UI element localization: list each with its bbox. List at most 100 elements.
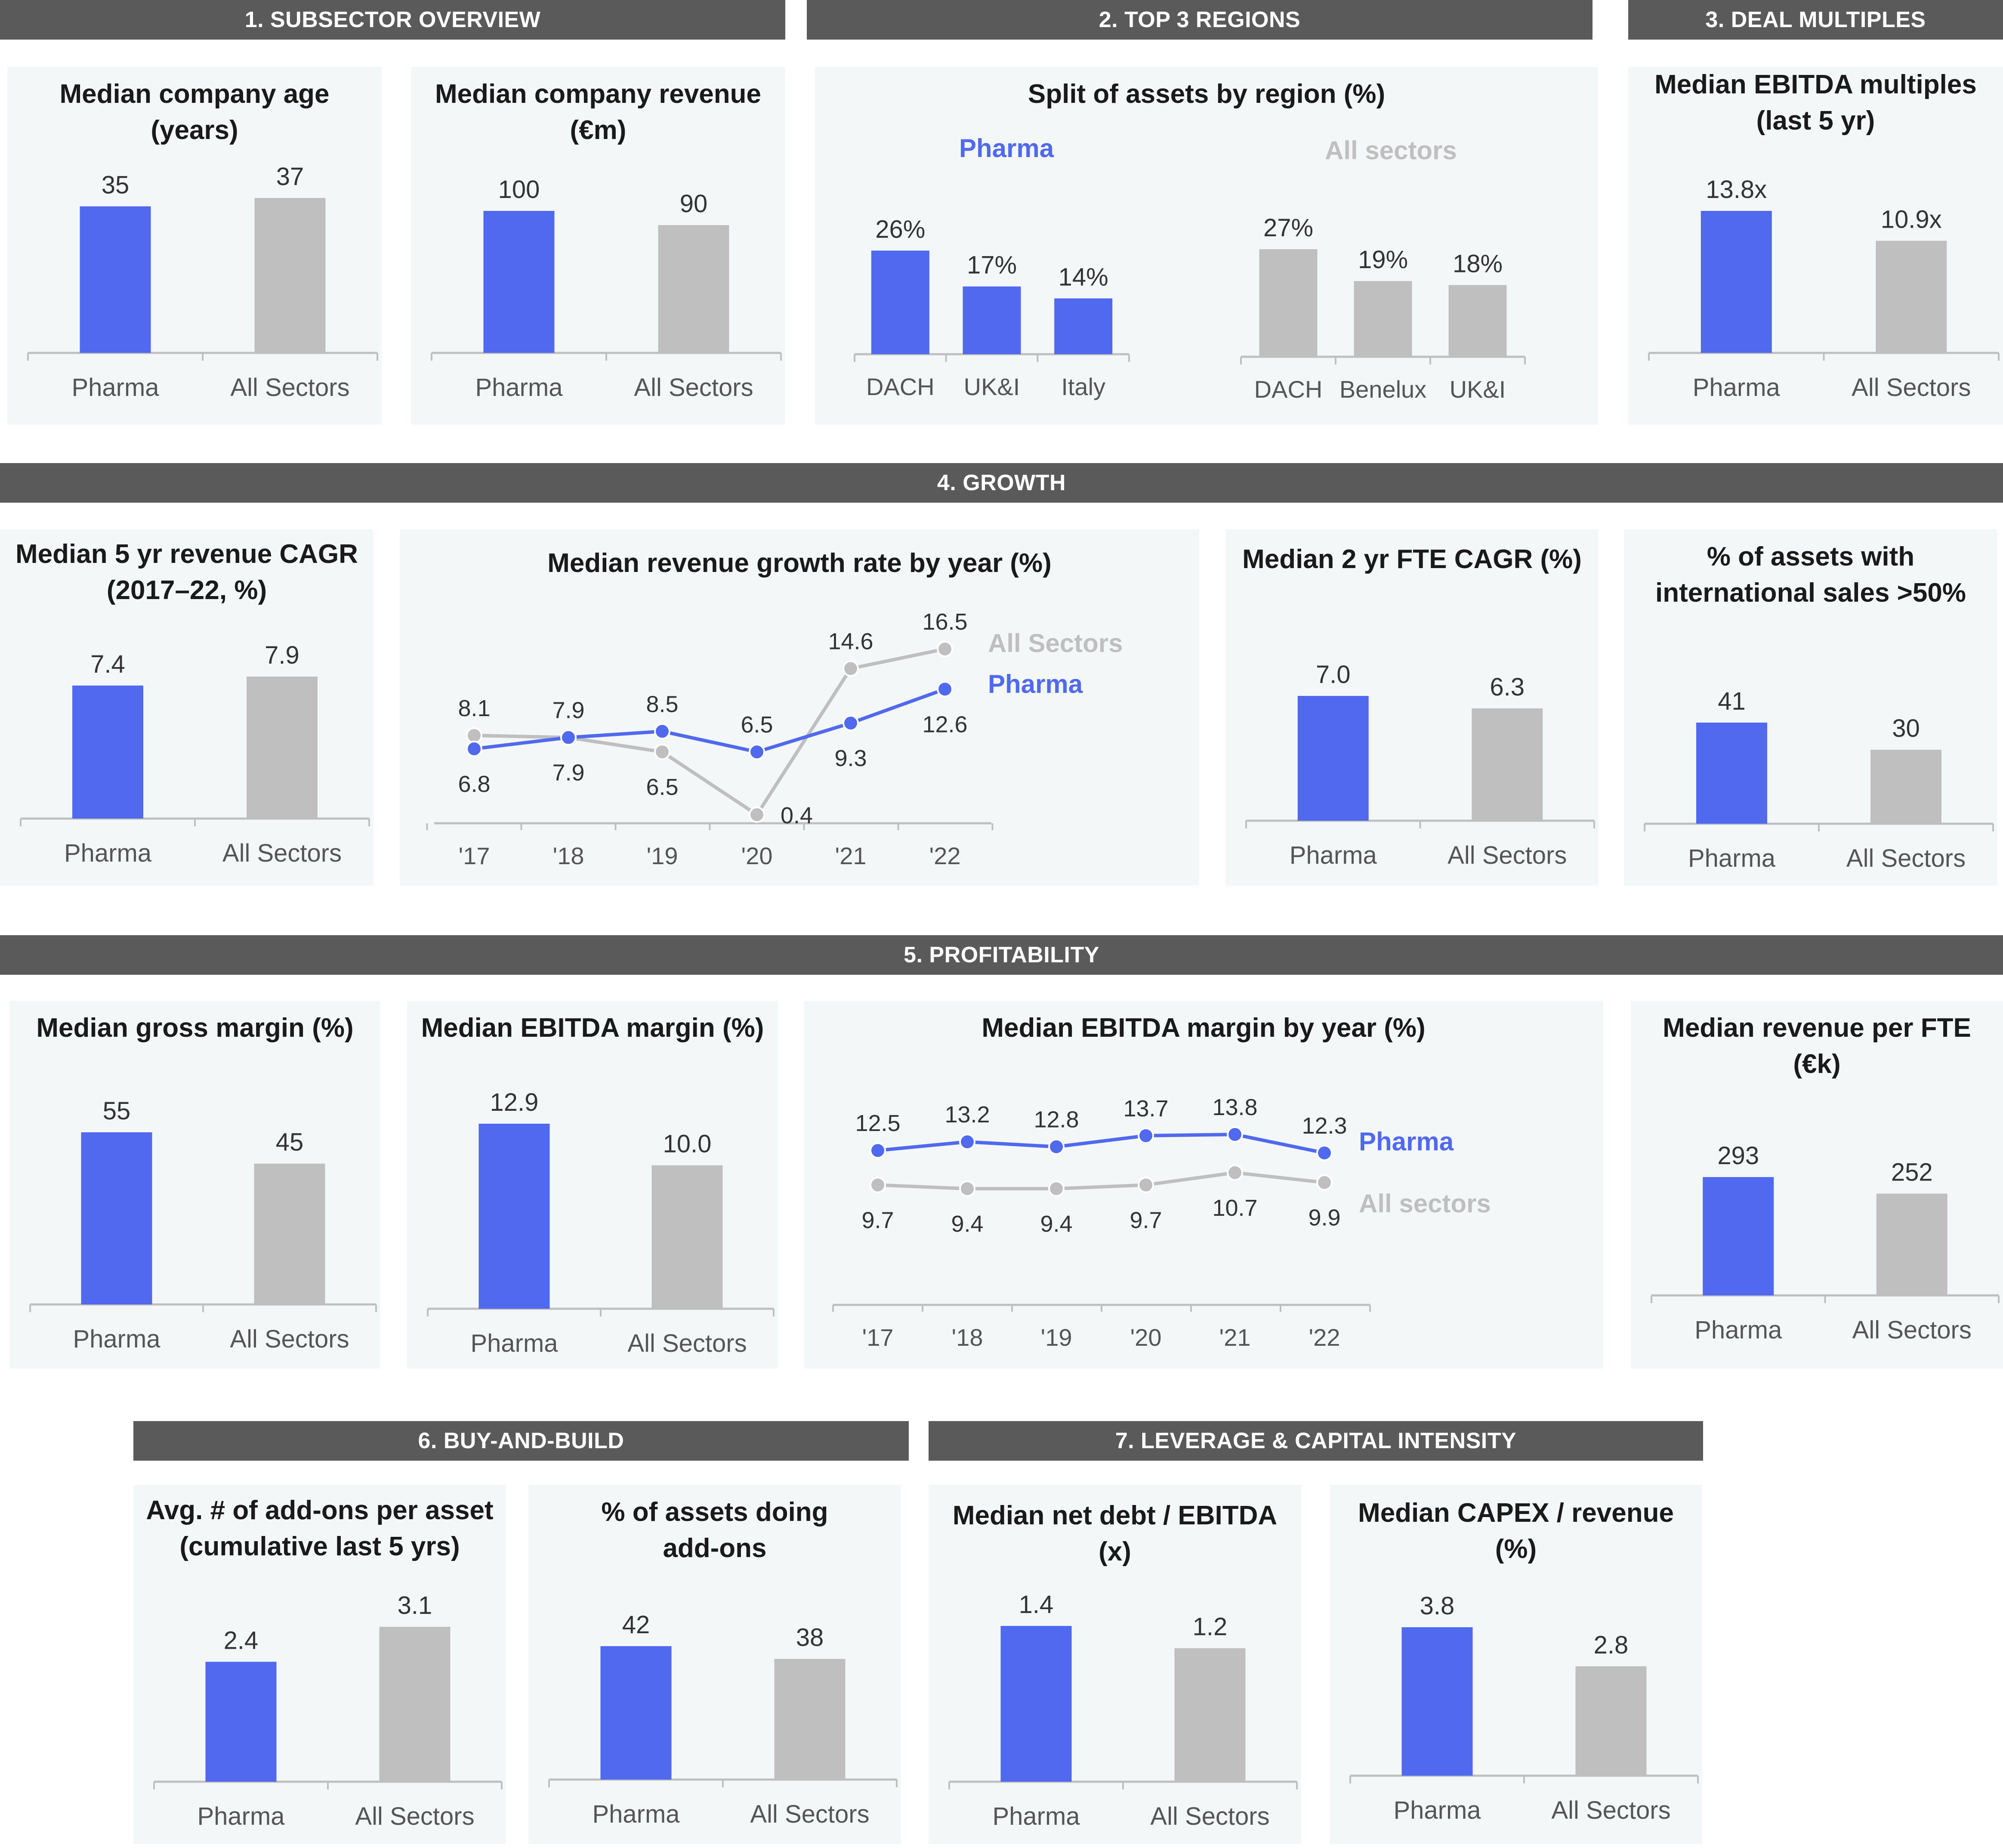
bar-all-sectors (1876, 1193, 1947, 1295)
bar-all-sectors (651, 1165, 723, 1309)
chart-title: % of assets with international sales >50% (1655, 542, 1966, 608)
data-label: 1.2 (1193, 1613, 1228, 1641)
bar-pharma (483, 211, 555, 353)
category-label: Pharma (1393, 1796, 1481, 1824)
data-label: 30 (1892, 714, 1920, 742)
bar-pharma (205, 1662, 277, 1782)
data-label: 9.4 (951, 1211, 983, 1237)
chart-title: Avg. # of add-ons per asset (cumulative l… (146, 1496, 494, 1561)
panel-ebitda-margin: Median EBITDA margin (%) 12.9 Pharma 10.0 A… (407, 1001, 778, 1369)
data-label: 2.8 (1594, 1631, 1629, 1659)
category-label: All Sectors (1150, 1802, 1269, 1830)
series-legend-label: All Sectors (988, 629, 1123, 658)
category-label: All Sectors (627, 1329, 747, 1357)
chart-title: Median 5 yr revenue CAGR (2017–22, %) (15, 539, 358, 605)
series-line-pharma (474, 687, 946, 754)
section-header-regions: 2. TOP 3 REGIONS (807, 0, 1593, 40)
data-label: 8.5 (646, 691, 678, 717)
data-label: 7.4 (90, 650, 125, 678)
section-header-growth: 4. GROWTH (0, 463, 2003, 503)
chart-title: Median revenue growth rate by year (%) (547, 548, 1052, 578)
bar-region (871, 250, 929, 354)
chart-title: Median gross margin (%) (36, 1013, 354, 1043)
category-label: Pharma (475, 374, 563, 402)
bar-chart-company-age: 35 Pharma 37 All Sectors (27, 163, 378, 402)
data-label: 18% (1453, 250, 1503, 278)
bar-chart-ebitda-margin: 12.9 Pharma 10.0 All Sectors (427, 1088, 775, 1357)
data-label: 252 (1891, 1158, 1933, 1186)
line-chart-revenue-growth: '17 '18 '19 '20 '21 '22 8.1 7.9 6.5 0.4 14.6 16.5 Al… (426, 609, 1123, 869)
chart-title: Median company revenue (€m) (435, 79, 762, 145)
category-label: UK&I (964, 373, 1020, 400)
data-point (560, 729, 577, 746)
bar-all-sectors (254, 1163, 325, 1304)
category-label: Pharma (1290, 841, 1377, 869)
data-label: 37 (276, 163, 304, 191)
x-tick-label: '18 (952, 1324, 983, 1351)
data-label: 13.8 (1212, 1094, 1257, 1120)
chart-title: Median CAPEX / revenue (%) (1358, 1498, 1674, 1564)
bar-chart-revenue-per-fte: 293 Pharma 252 All Sectors (1651, 1142, 2000, 1344)
data-label: 6.5 (646, 774, 678, 800)
panel-addon-pct: % of assets doing add-ons 42 Pharma 38 All S… (528, 1485, 901, 1844)
chart-title: Median EBITDA multiples (last 5 yr) (1654, 70, 1977, 136)
x-tick-label: '22 (1309, 1324, 1340, 1351)
bar-all-sectors (1575, 1666, 1647, 1776)
bar-chart-revenue-cagr: 7.4 Pharma 7.9 All Sectors (20, 641, 370, 867)
category-label: All Sectors (1551, 1796, 1670, 1824)
data-label: 13.8x (1706, 176, 1767, 204)
category-label: DACH (866, 373, 935, 400)
category-label: Pharma (1688, 844, 1776, 872)
category-label: All Sectors (1846, 844, 1966, 872)
bar-pharma (600, 1646, 672, 1780)
category-label: All Sectors (750, 1800, 869, 1828)
data-label: 26% (875, 215, 925, 243)
category-label: All Sectors (230, 374, 349, 402)
data-label: 6.5 (741, 712, 773, 738)
panel-fte-cagr: Median 2 yr FTE CAGR (%) 7.0 Pharma 6.3 All… (1225, 529, 1599, 886)
bar-pharma (72, 685, 143, 819)
panel-ebitda-multiples: Median EBITDA multiples (last 5 yr) 13.8x… (1628, 67, 2003, 425)
data-label: 10.7 (1212, 1195, 1257, 1221)
chart-title: Split of assets by region (%) (1028, 79, 1386, 109)
bar-region (963, 286, 1021, 354)
series-line-pharma (877, 1132, 1325, 1155)
data-label: 3.8 (1420, 1592, 1455, 1620)
category-label: All Sectors (230, 1325, 349, 1353)
data-label: 7.0 (1316, 661, 1351, 689)
legend-all-sectors: All sectors (1325, 136, 1457, 165)
bar-all-sectors (774, 1659, 846, 1780)
data-point (1048, 1138, 1065, 1155)
panel-revenue-cagr: Median 5 yr revenue CAGR (2017–22, %) 7.4… (0, 529, 373, 886)
data-point (749, 744, 765, 760)
data-label: 0.4 (781, 803, 813, 828)
data-label: 16.5 (922, 609, 967, 635)
data-label: 41 (1718, 687, 1746, 715)
data-point (959, 1180, 975, 1197)
bar-pharma (1297, 696, 1369, 821)
chart-title: Median EBITDA margin (%) (421, 1013, 764, 1043)
data-label: 7.9 (552, 698, 584, 723)
series-legend-label: Pharma (1359, 1127, 1454, 1156)
data-label: 13.2 (944, 1102, 990, 1128)
bar-all-sectors (379, 1627, 451, 1782)
category-label: All Sectors (222, 839, 342, 867)
section-header-deal-multiples: 3. DEAL MULTIPLES (1628, 0, 2003, 40)
data-label: 10.0 (663, 1130, 712, 1158)
data-label: 9.7 (861, 1207, 894, 1233)
bar-pharma (1696, 723, 1767, 824)
category-label: All Sectors (1447, 841, 1567, 869)
data-label: 55 (103, 1097, 131, 1125)
panel-gross-margin: Median gross margin (%) 55 Pharma 45 All Se… (9, 1001, 380, 1369)
data-point (937, 641, 953, 657)
data-point (466, 740, 482, 757)
panel-growth-line: Median revenue growth rate by year (%) '… (400, 529, 1199, 886)
category-label: All Sectors (1852, 1316, 1972, 1344)
data-label: 19% (1358, 246, 1408, 274)
bar-chart-international-sales: 41 Pharma 30 All Sectors (1644, 687, 1994, 872)
chart-title: Median 2 yr FTE CAGR (%) (1242, 544, 1582, 574)
bar-chart-company-revenue: 100 Pharma 90 All Sectors (431, 176, 782, 402)
data-label: 14% (1059, 263, 1108, 291)
data-label: 90 (680, 190, 708, 218)
bar-chart-addon-pct: 42 Pharma 38 All Sectors (548, 1611, 898, 1828)
